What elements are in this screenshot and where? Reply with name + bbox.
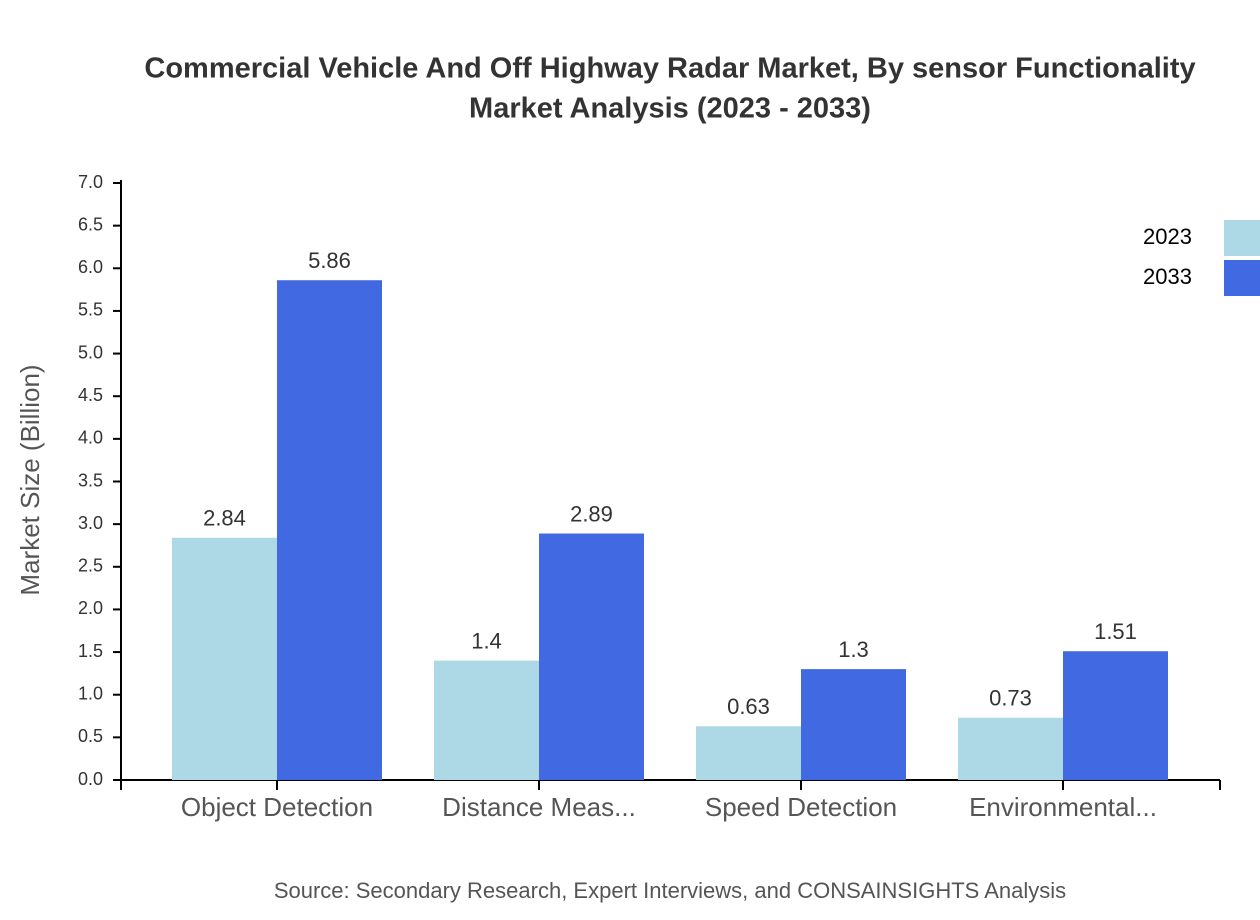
- bar: [539, 533, 644, 780]
- value-label: 1.3: [838, 637, 869, 662]
- value-label: 0.63: [727, 694, 770, 719]
- legend-swatch: [1224, 220, 1260, 256]
- y-tick-label: 0.0: [78, 769, 103, 789]
- bar: [958, 717, 1063, 780]
- y-tick-label: 1.5: [78, 641, 103, 661]
- chart-title: Commercial Vehicle And Off Highway Radar…: [144, 53, 1195, 85]
- y-tick-label: 5.5: [78, 300, 103, 320]
- y-tick-label: 2.5: [78, 556, 103, 576]
- legend-label: 2023: [1143, 224, 1192, 249]
- legend-swatch: [1224, 260, 1260, 296]
- bar: [1063, 651, 1168, 780]
- y-tick-label: 3.5: [78, 470, 103, 490]
- y-tick-label: 6.5: [78, 214, 103, 234]
- y-tick-label: 7.0: [78, 172, 103, 192]
- value-label: 1.51: [1094, 619, 1137, 644]
- y-tick-label: 1.0: [78, 683, 103, 703]
- bar: [696, 726, 801, 780]
- y-tick-label: 4.0: [78, 428, 103, 448]
- value-label: 5.86: [308, 248, 351, 273]
- y-tick-label: 5.0: [78, 342, 103, 362]
- chart-title: Market Analysis (2023 - 2033): [469, 93, 871, 125]
- x-tick-label: Environmental...: [969, 792, 1157, 822]
- y-tick-label: 3.0: [78, 513, 103, 533]
- bar: [434, 660, 539, 780]
- y-axis-label: Market Size (Billion): [15, 364, 45, 595]
- y-tick-label: 0.5: [78, 726, 103, 746]
- y-tick-label: 6.0: [78, 257, 103, 277]
- bar: [801, 669, 906, 780]
- x-tick-label: Distance Meas...: [442, 792, 636, 822]
- x-tick-label: Object Detection: [181, 792, 373, 822]
- x-tick-label: Speed Detection: [705, 792, 897, 822]
- y-tick-label: 4.5: [78, 385, 103, 405]
- value-label: 2.89: [570, 501, 613, 526]
- value-label: 1.4: [471, 628, 502, 653]
- legend-label: 2033: [1143, 264, 1192, 289]
- y-tick-label: 2.0: [78, 598, 103, 618]
- value-label: 2.84: [203, 506, 246, 531]
- bar: [172, 537, 277, 780]
- source-note: Source: Secondary Research, Expert Inter…: [274, 878, 1066, 903]
- value-label: 0.73: [989, 686, 1032, 711]
- bar: [277, 280, 382, 780]
